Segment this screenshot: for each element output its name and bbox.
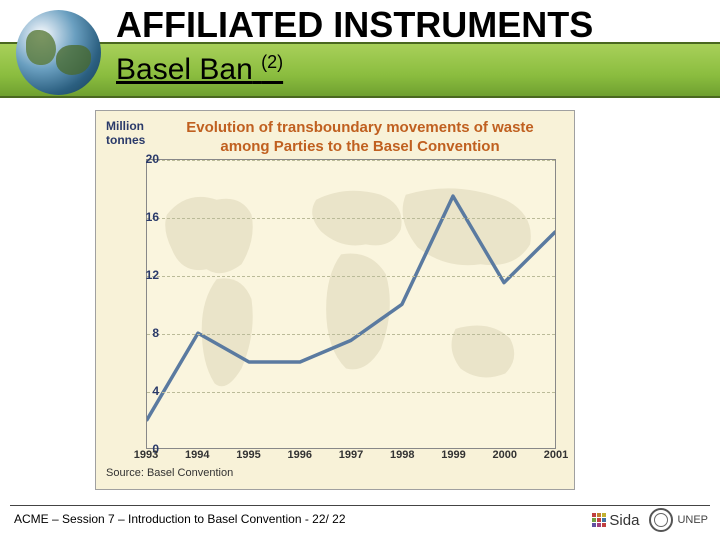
slide-subtitle: Basel Ban (2) [116,52,283,87]
unep-logo: UNEP [649,508,708,532]
x-tick-label: 1995 [236,449,260,461]
footer-logos: Sida UNEP [592,508,708,532]
unep-label: UNEP [677,514,708,526]
x-tick-label: 1999 [441,449,465,461]
ylabel-line1: Milliontonnes [106,119,145,147]
sida-label: Sida [609,512,639,529]
subtitle-text: Basel Ban [116,53,253,86]
y-tick-label: 20 [129,152,159,166]
slide-title: AFFILIATED INSTRUMENTS [116,4,593,46]
x-tick-label: 1998 [390,449,414,461]
chart-title: Evolution of transboundary movements of … [166,119,554,157]
sida-grid-icon [592,513,606,527]
x-tick-label: 1997 [339,449,363,461]
chart-gridline [147,160,555,161]
header-bar [0,44,720,96]
y-tick-label: 12 [129,268,159,282]
chart-plot-area [146,159,556,449]
footer-text: ACME – Session 7 – Introduction to Basel… [14,512,346,526]
x-tick-label: 2000 [493,449,517,461]
y-tick-label: 8 [129,326,159,340]
x-tick-label: 1994 [185,449,209,461]
sida-logo: Sida [592,512,639,529]
chart-container: Milliontonnes Evolution of transboundary… [95,110,575,490]
chart-gridline [147,218,555,219]
footer-rule [10,505,710,506]
chart-gridline [147,392,555,393]
chart-source: Source: Basel Convention [106,467,233,479]
x-tick-label: 2001 [544,449,568,461]
unep-wreath-icon [649,508,673,532]
world-map-background [147,160,555,448]
chart-gridline [147,276,555,277]
x-tick-label: 1996 [288,449,312,461]
subtitle-superscript: (2) [261,52,283,72]
y-tick-label: 4 [129,384,159,398]
chart-y-axis-label: Milliontonnes [106,119,145,148]
x-tick-label: 1993 [134,449,158,461]
y-tick-label: 16 [129,210,159,224]
globe-icon [16,10,101,95]
chart-gridline [147,334,555,335]
header-rule-bottom [0,96,720,98]
